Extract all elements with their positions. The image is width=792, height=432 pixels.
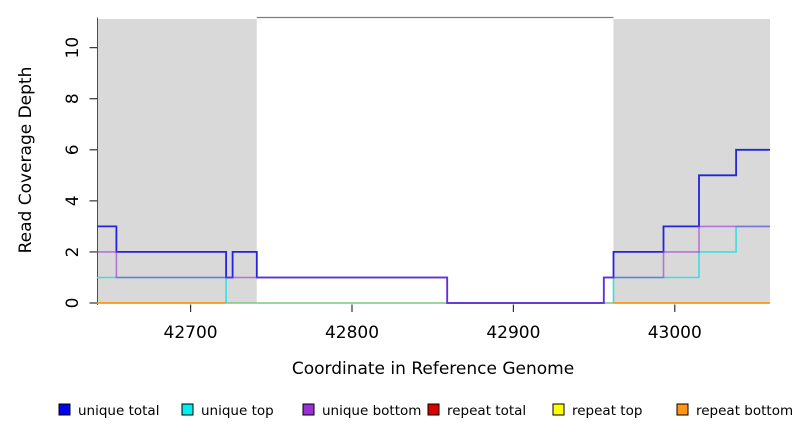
legend-item-repeat-total: repeat total (427, 403, 526, 419)
x-tick-label: 42800 (325, 323, 379, 343)
legend-item-unique-top: unique top (181, 403, 274, 419)
x-tick-label: 42700 (164, 323, 218, 343)
x-axis-title: Coordinate in Reference Genome (292, 359, 574, 379)
plot-frame (97, 16, 614, 305)
legend-item-label: unique top (201, 403, 274, 419)
legend-item-label: repeat bottom (696, 403, 792, 419)
legend-swatch (676, 403, 689, 416)
legend-swatch (302, 403, 315, 416)
y-axis: 0 2 4 6 8 10 (63, 37, 97, 309)
legend-swatch (427, 403, 440, 416)
repeat-region-shades (97, 19, 770, 304)
y-tick-label: 2 (63, 247, 83, 258)
series-lines (97, 148, 770, 304)
x-tick-label: 42900 (486, 323, 540, 343)
legend-swatch (552, 403, 565, 416)
legend-item-unique-bottom: unique bottom (302, 403, 421, 419)
legend-item-label: repeat top (572, 403, 642, 419)
y-tick-label: 8 (63, 93, 83, 104)
legend-item-unique-total: unique total (58, 403, 159, 419)
legend-item-label: repeat total (447, 403, 526, 419)
x-axis: 42700 42800 42900 43000 (164, 304, 702, 343)
y-tick-label: 0 (63, 298, 83, 309)
legend-item-repeat-top: repeat top (552, 403, 642, 419)
unique-bottom-line (97, 225, 770, 304)
y-tick-label: 6 (63, 144, 83, 155)
y-tick-label: 4 (63, 195, 83, 206)
x-tick-label: 43000 (648, 323, 702, 343)
legend-swatch (181, 403, 194, 416)
legend-item-label: unique total (78, 403, 159, 419)
legend-item-repeat-bottom: repeat bottom (676, 403, 792, 419)
y-axis-title: Read Coverage Depth (16, 67, 36, 254)
legend: unique total unique top unique bottom repea… (58, 403, 792, 419)
repeat-region-shade (97, 19, 257, 304)
legend-item-label: unique bottom (322, 403, 421, 419)
legend-swatch (58, 403, 71, 416)
repeat-region-shade (613, 19, 770, 304)
y-tick-label: 10 (63, 37, 83, 59)
